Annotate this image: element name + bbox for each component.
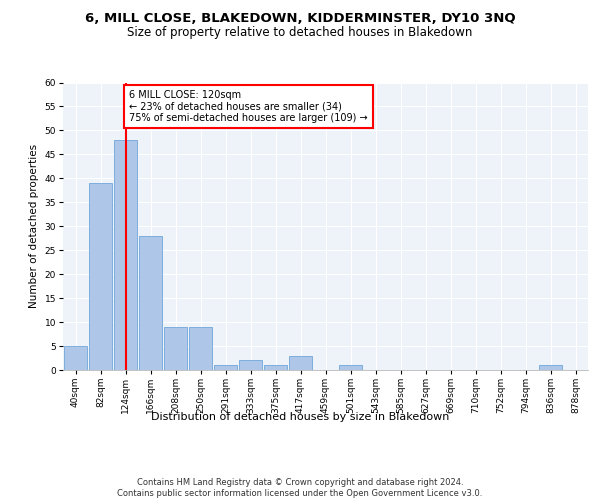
Bar (289, 356, 312, 370)
Text: Distribution of detached houses by size in Blakedown: Distribution of detached houses by size … (151, 412, 449, 422)
Text: Contains HM Land Registry data © Crown copyright and database right 2024.
Contai: Contains HM Land Registry data © Crown c… (118, 478, 482, 498)
Bar (239, 360, 262, 370)
Bar (139, 236, 162, 370)
Bar (339, 365, 362, 370)
Text: 6 MILL CLOSE: 120sqm
← 23% of detached houses are smaller (34)
75% of semi-detac: 6 MILL CLOSE: 120sqm ← 23% of detached h… (129, 90, 368, 123)
Text: Size of property relative to detached houses in Blakedown: Size of property relative to detached ho… (127, 26, 473, 39)
Bar (264, 365, 287, 370)
Bar (539, 365, 562, 370)
Bar (214, 365, 237, 370)
Bar (89, 183, 112, 370)
Bar (114, 140, 137, 370)
Y-axis label: Number of detached properties: Number of detached properties (29, 144, 39, 308)
Bar (189, 327, 212, 370)
Text: 6, MILL CLOSE, BLAKEDOWN, KIDDERMINSTER, DY10 3NQ: 6, MILL CLOSE, BLAKEDOWN, KIDDERMINSTER,… (85, 12, 515, 26)
Bar (164, 327, 187, 370)
Bar (64, 346, 87, 370)
